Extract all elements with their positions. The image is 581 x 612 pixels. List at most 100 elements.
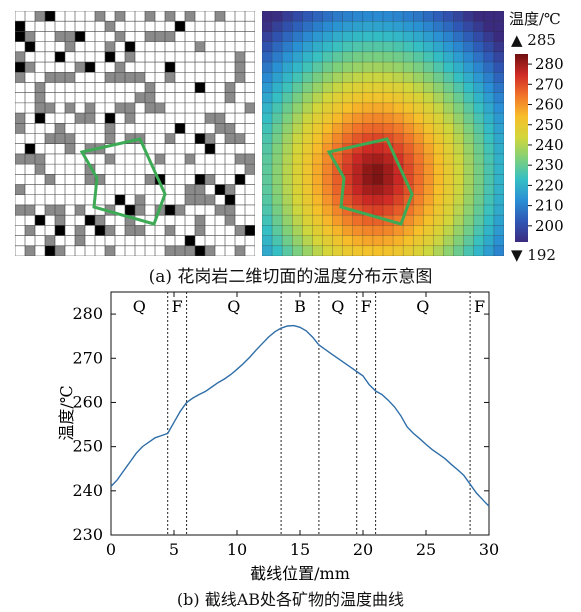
- temperature-cell: [483, 225, 495, 236]
- temperature-cell: [262, 92, 273, 104]
- temperature-cell: [272, 143, 283, 155]
- temperature-cell: [302, 174, 313, 185]
- mineral-cell: [185, 51, 196, 63]
- mineral-cell: [65, 21, 76, 32]
- colorbar-tick-label: 210: [535, 197, 564, 215]
- temperature-cell: [372, 164, 384, 175]
- mineral-cell: [25, 41, 36, 53]
- temperature-cell: [292, 123, 303, 134]
- mineral-cell: [205, 143, 216, 155]
- mineral-cell: [45, 92, 56, 104]
- temperature-cell: [302, 102, 313, 114]
- temperature-cell: [423, 153, 434, 165]
- mineral-cell: [235, 41, 246, 53]
- mineral-cell: [105, 215, 116, 226]
- temperature-cell: [473, 184, 485, 195]
- mineral-cell: [155, 225, 166, 236]
- mineral-cell: [95, 31, 106, 42]
- mineral-cell: [45, 113, 56, 124]
- temperature-cell: [383, 102, 394, 114]
- mineral-cell: [95, 215, 106, 226]
- mineral-cell: [165, 245, 176, 256]
- temperature-cell: [312, 245, 323, 256]
- temperature-cell: [282, 143, 293, 155]
- temperature-cell: [322, 174, 333, 185]
- mineral-cell: [25, 143, 36, 155]
- temperature-cell: [272, 51, 283, 63]
- temperature-cell: [292, 143, 303, 155]
- mineral-cell: [135, 51, 146, 63]
- temperature-cell: [393, 31, 404, 42]
- temperature-cell: [463, 72, 474, 83]
- temperature-cell: [332, 82, 343, 93]
- mineral-cell: [15, 11, 26, 22]
- temperature-cell: [262, 153, 273, 165]
- mineral-cell: [35, 174, 46, 185]
- temperature-cell: [413, 143, 424, 155]
- temperature-cell: [483, 143, 495, 155]
- temperature-cell: [423, 31, 434, 42]
- temperature-cell: [362, 72, 374, 83]
- temperature-cell: [493, 204, 504, 216]
- temperature-cell: [483, 62, 495, 73]
- temperature-cell: [332, 133, 343, 144]
- temperature-cell: [352, 102, 364, 114]
- mineral-cell: [235, 174, 246, 185]
- mineral-cell: [75, 113, 86, 124]
- mineral-cell: [165, 102, 176, 114]
- mineral-cell: [155, 113, 166, 124]
- temperature-cell: [393, 225, 404, 236]
- temperature-cell: [433, 62, 444, 73]
- mineral-cell: [55, 11, 66, 22]
- mineral-cell: [15, 41, 26, 53]
- mineral-cell: [195, 164, 206, 175]
- mineral-cell: [105, 184, 116, 195]
- temperature-cell: [362, 204, 374, 216]
- temperature-cell: [463, 174, 474, 185]
- mineral-cell: [15, 184, 26, 195]
- temperature-cell: [302, 92, 313, 104]
- temperature-cell: [423, 113, 434, 124]
- mineral-cell: [55, 92, 66, 104]
- temperature-cell: [383, 204, 394, 216]
- mineral-cell: [165, 153, 176, 165]
- temperature-cell: [372, 194, 384, 206]
- temperature-cell: [342, 21, 353, 32]
- mineral-cell: [105, 225, 116, 236]
- mineral-cell: [205, 51, 216, 63]
- temperature-cell: [473, 113, 485, 124]
- mineral-cell: [125, 235, 136, 246]
- mineral-cell: [145, 174, 156, 185]
- temperature-cell: [423, 133, 434, 144]
- mineral-cell: [185, 113, 196, 124]
- mineral-cell: [125, 225, 136, 236]
- mineral-cell: [215, 102, 226, 114]
- mineral-cell: [145, 62, 156, 73]
- mineral-cell: [35, 204, 46, 216]
- mineral-cell: [195, 72, 206, 83]
- temperature-cell: [292, 215, 303, 226]
- temperature-cell: [292, 133, 303, 144]
- temperature-cell: [423, 194, 434, 206]
- mineral-cell: [225, 41, 236, 53]
- mineral-cell: [145, 21, 156, 32]
- temperature-cell: [282, 204, 293, 216]
- colorbar-max-label: ▲ 285: [511, 31, 556, 49]
- mineral-cell: [145, 235, 156, 246]
- temperature-cell: [443, 11, 454, 22]
- mineral-cell: [175, 174, 186, 185]
- temperature-cell: [372, 92, 384, 104]
- caption-a: (a) 花岗岩二维切面的温度分布示意图: [148, 267, 433, 287]
- temperature-cell: [453, 133, 464, 144]
- mineral-cell: [135, 204, 146, 216]
- mineral-cell: [245, 184, 255, 195]
- mineral-cell: [245, 235, 255, 246]
- mineral-cell: [25, 113, 36, 124]
- temperature-cell: [362, 102, 374, 114]
- temperature-cell: [473, 194, 485, 206]
- mineral-cell: [175, 194, 186, 206]
- temperature-cell: [312, 62, 323, 73]
- mineral-cell: [45, 62, 56, 73]
- temperature-cell: [463, 82, 474, 93]
- temperature-cell: [352, 62, 364, 73]
